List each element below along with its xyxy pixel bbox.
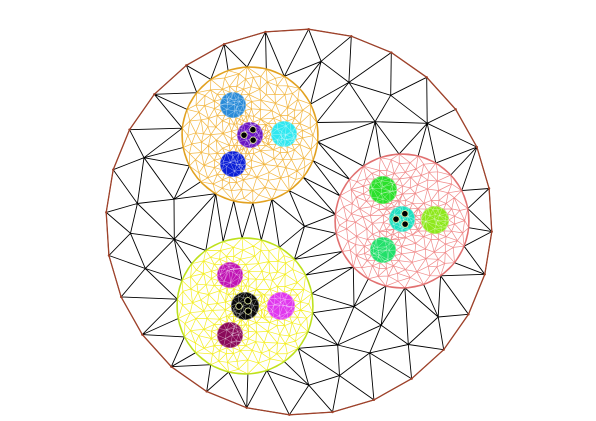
cluster-right-inclusion-green-top	[369, 176, 397, 204]
pore	[393, 216, 399, 222]
cluster-bottom-left-inclusion-magenta-top	[217, 262, 243, 288]
pore	[250, 137, 256, 143]
boundary-node	[390, 51, 392, 53]
boundary-node	[246, 407, 248, 409]
boundary-node	[331, 411, 333, 413]
pore	[245, 298, 251, 304]
boundary-node	[105, 211, 107, 213]
boundary-node	[141, 333, 143, 335]
cluster-right-inclusion-lime	[421, 206, 449, 234]
pore	[241, 132, 247, 138]
boundary-node	[350, 35, 352, 37]
boundary-node	[170, 365, 172, 367]
boundary-node	[426, 76, 428, 78]
boundary-node	[484, 273, 486, 275]
pore	[402, 211, 408, 217]
pore	[250, 127, 256, 133]
boundary-node	[128, 128, 130, 130]
boundary-node	[288, 414, 290, 416]
boundary-node	[442, 349, 444, 351]
boundary-node	[491, 230, 493, 232]
cluster-right-inclusion-green-bottom	[370, 237, 396, 263]
boundary-node	[108, 254, 110, 256]
cluster-right-inclusion-core	[389, 206, 415, 232]
inclusion-disc	[231, 292, 259, 320]
boundary-node	[264, 31, 266, 33]
cluster-bottom-left-inclusion-core	[231, 292, 259, 320]
pore	[245, 308, 251, 314]
cluster-top-left-inclusion-blue-bottom	[220, 151, 246, 177]
cluster-top-left-inclusion-cyan	[271, 121, 297, 147]
cluster-top-left-inclusion-core	[237, 122, 263, 148]
boundary-node	[455, 108, 457, 110]
pore	[236, 303, 242, 309]
boundary-node	[410, 378, 412, 380]
boundary-node	[112, 169, 114, 171]
cluster-bottom-left-inclusion-maroon	[217, 322, 243, 348]
cluster-top-left-inclusion-blue-top	[220, 92, 246, 118]
boundary-node	[120, 296, 122, 298]
boundary-node	[153, 93, 155, 95]
cluster-bottom-left-inclusion-magenta-right	[267, 292, 295, 320]
inclusion-disc	[267, 292, 295, 320]
pore	[402, 221, 408, 227]
boundary-node	[476, 146, 478, 148]
boundary-node	[223, 43, 225, 45]
boundary-node	[488, 187, 490, 189]
boundary-node	[205, 390, 207, 392]
boundary-node	[467, 313, 469, 315]
boundary-node	[185, 64, 187, 66]
boundary-node	[307, 28, 309, 30]
boundary-node	[373, 399, 375, 401]
